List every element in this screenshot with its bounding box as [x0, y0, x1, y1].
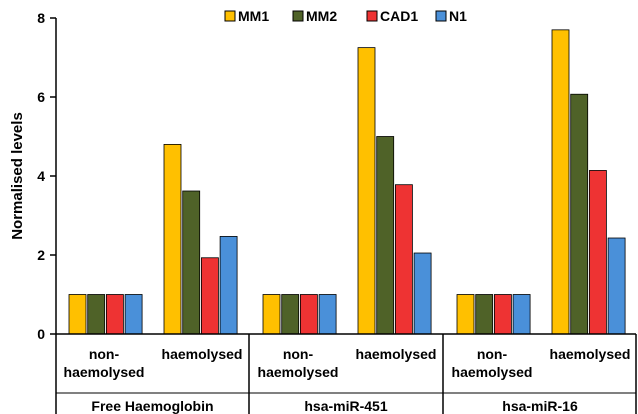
- y-tick-label-2: 2: [37, 247, 45, 263]
- bar-g0-c0-mm2: [87, 294, 106, 335]
- category-label-g0-c0-line0: non-: [89, 346, 120, 362]
- legend-swatch-mm2: [292, 10, 304, 22]
- legend-label-mm1: MM1: [238, 8, 269, 24]
- bar-g1-c1-n1: [413, 252, 432, 335]
- category-label-g1-c1-line0: haemolysed: [356, 346, 437, 362]
- bar-g1-c1-mm2: [376, 136, 395, 335]
- bar-g1-c0-n1: [318, 294, 337, 335]
- bar-g2-c0-mm1: [456, 294, 475, 335]
- bar-g1-c1-cad1: [394, 184, 413, 335]
- bar-g1-c0-mm2: [281, 294, 300, 335]
- category-label-g0-c0-line1: haemolysed: [64, 364, 145, 380]
- legend-swatch-mm1: [224, 10, 236, 22]
- group-label-2: hsa-miR-16: [502, 398, 578, 414]
- category-label-g0-c1-line0: haemolysed: [162, 346, 243, 362]
- bar-g0-c0-n1: [124, 294, 143, 335]
- x-axis: non-haemolysed haemolysed Free Haemoglobin…: [56, 333, 637, 414]
- legend-swatch-n1: [435, 10, 447, 22]
- y-tick-label-4: 4: [37, 168, 45, 184]
- bar-g1-c1-mm1: [357, 47, 376, 335]
- y-tick-label-6: 6: [37, 89, 45, 105]
- y-tick-label-8: 8: [37, 10, 45, 26]
- y-tick-label-0: 0: [37, 326, 45, 342]
- bar-g0-c1-n1: [219, 236, 238, 335]
- legend-label-mm2: MM2: [306, 8, 337, 24]
- bar-g0-c0-mm1: [68, 294, 87, 335]
- category-label-g1-c0-line1: haemolysed: [258, 364, 339, 380]
- category-label-g2-c0-line0: non-: [477, 346, 508, 362]
- category-label-g2-c1-line0: haemolysed: [550, 346, 631, 362]
- bar-g2-c1-n1: [607, 237, 626, 335]
- bar-g2-c0-n1: [512, 294, 531, 335]
- chart-legend: MM1 MM2 CAD1 N1: [224, 8, 467, 24]
- y-axis-label: Normalised levels: [9, 112, 26, 240]
- bars: [68, 29, 626, 335]
- y-axis: 0 2 4 6 8: [37, 10, 57, 414]
- bar-g2-c1-cad1: [589, 170, 607, 335]
- legend-label-cad1: CAD1: [380, 8, 418, 24]
- bar-g0-c1-cad1: [200, 257, 219, 335]
- bar-g1-c0-cad1: [299, 294, 318, 335]
- bar-g2-c0-mm2: [475, 294, 494, 335]
- bar-g0-c1-mm1: [163, 143, 182, 335]
- group-label-0: Free Haemoglobin: [91, 398, 213, 414]
- legend-label-n1: N1: [449, 8, 467, 24]
- bar-g2-c0-cad1: [493, 294, 512, 335]
- bar-g1-c0-mm1: [262, 294, 281, 335]
- group-label-1: hsa-miR-451: [304, 398, 387, 414]
- category-label-g1-c0-line0: non-: [283, 346, 314, 362]
- bar-g2-c1-mm2: [570, 93, 589, 335]
- bar-g2-c1-mm1: [551, 29, 570, 335]
- legend-swatch-cad1: [366, 10, 378, 22]
- bar-g0-c1-mm2: [182, 190, 201, 335]
- category-label-g2-c0-line1: haemolysed: [452, 364, 533, 380]
- bar-g0-c0-cad1: [106, 294, 124, 335]
